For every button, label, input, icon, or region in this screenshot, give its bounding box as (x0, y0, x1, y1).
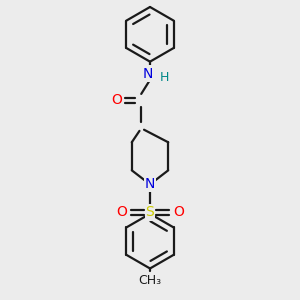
Text: N: N (145, 177, 155, 191)
Text: O: O (116, 206, 127, 219)
Text: CH₃: CH₃ (138, 274, 162, 287)
Text: O: O (173, 206, 184, 219)
Text: S: S (146, 206, 154, 219)
Text: O: O (112, 93, 122, 107)
Text: N: N (142, 67, 153, 81)
Text: H: H (160, 70, 169, 84)
